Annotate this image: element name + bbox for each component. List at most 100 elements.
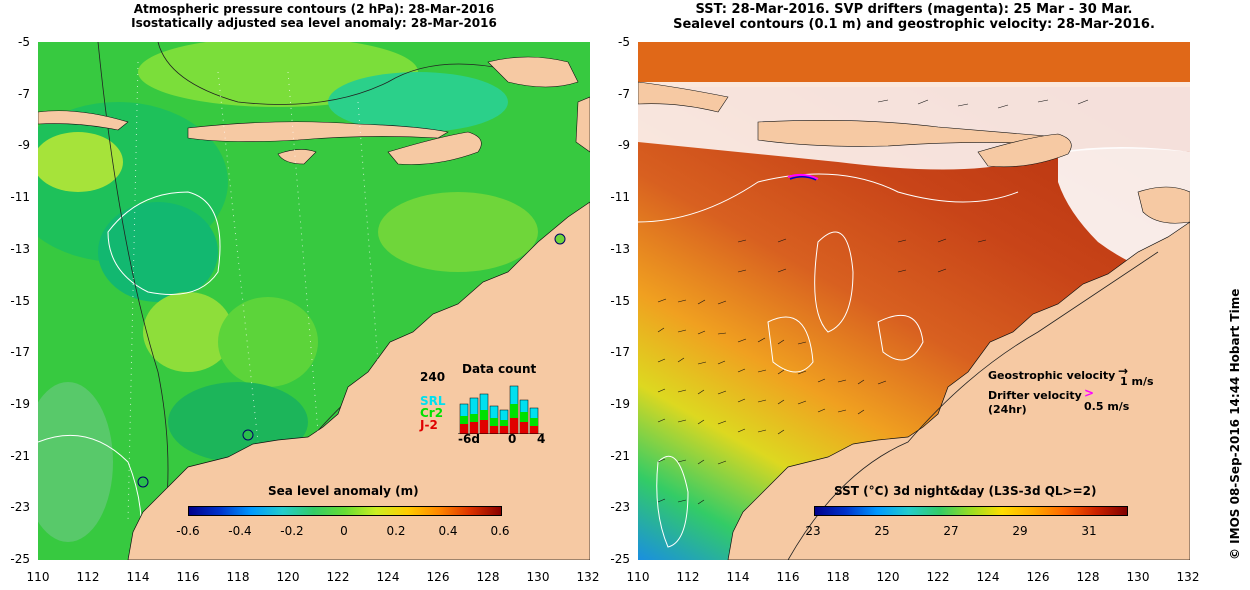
sla-blob: [378, 192, 538, 272]
island: [277, 149, 317, 165]
y-tick: -19: [10, 397, 30, 411]
sst-tick: 31: [1081, 524, 1097, 538]
geostrophic-arrows: [657, 99, 1089, 505]
sla-blob: [38, 382, 113, 542]
sst-tick: 23: [805, 524, 821, 538]
x-tick: 130: [1126, 570, 1150, 584]
tide-gauge-marker: [554, 233, 566, 245]
island: [1137, 186, 1190, 224]
sla-tick: 0: [340, 524, 348, 538]
drifter-velocity-label: Drifter velocity: [988, 389, 1082, 402]
x-tick: 110: [26, 570, 50, 584]
y-tick: -13: [610, 242, 630, 256]
sla-blob: [218, 297, 318, 387]
drifter-track: [787, 173, 819, 180]
y-tick: -25: [610, 552, 630, 566]
y-tick: -11: [610, 190, 630, 204]
left-title: Atmospheric pressure contours (2 hPa): 2…: [38, 2, 590, 30]
x-tick: 120: [276, 570, 300, 584]
credit-label: © IMOS 08-Sep-2016 14:44 Hobart Time: [1228, 288, 1242, 560]
sla-tick: 0.6: [490, 524, 510, 538]
drifter-velocity-sublabel: (24hr): [988, 403, 1027, 416]
y-tick: -23: [610, 500, 630, 514]
tide-gauge-marker: [242, 429, 254, 441]
sla-tick: -0.2: [280, 524, 304, 538]
y-tick: -21: [10, 449, 30, 463]
island: [187, 121, 449, 142]
y-tick: -15: [610, 294, 630, 308]
x-tick: 112: [76, 570, 100, 584]
sla-blob: [98, 202, 218, 302]
series-label-srl: SRL: [420, 394, 446, 408]
x-tick: 122: [326, 570, 350, 584]
sea-level-map-canvas: [38, 42, 590, 560]
sla-blob: [143, 292, 233, 372]
x-tick: 112: [676, 570, 700, 584]
x-tick: 132: [1176, 570, 1200, 584]
y-tick: -7: [618, 87, 630, 101]
sla-tick: 0.4: [438, 524, 458, 538]
x-tick: 116: [776, 570, 800, 584]
y-tick: -15: [10, 294, 30, 308]
sla-tick: -0.4: [228, 524, 252, 538]
sst-map-canvas: [638, 42, 1190, 560]
sst-colorbar-title: SST (°C) 3d night&day (L3S-3d QL>=2): [834, 484, 1097, 498]
x-tick: 114: [126, 570, 150, 584]
x-tick: 126: [426, 570, 450, 584]
left-title-line1: Atmospheric pressure contours (2 hPa): 2…: [133, 2, 495, 16]
tide-gauge-marker: [137, 476, 149, 488]
x-tick: 118: [226, 570, 250, 584]
y-tick: -5: [18, 35, 30, 49]
data-count-xlabel-zero: 0: [508, 432, 517, 446]
x-tick: 116: [176, 570, 200, 584]
sla-colorbar-title: Sea level anomaly (m): [268, 484, 419, 498]
y-tick: -9: [618, 138, 630, 152]
drifter-scale-label: 0.5 m/s: [1084, 400, 1130, 413]
island: [387, 131, 482, 165]
australia-landmass: [127, 201, 590, 560]
geostrophic-scale-label: 1 m/s: [1120, 375, 1154, 388]
geostrophic-velocity-label: Geostrophic velocity: [988, 369, 1116, 382]
sla-tick: -0.6: [176, 524, 200, 538]
australia-landmass: [727, 221, 1190, 560]
sst-tick: 29: [1012, 524, 1028, 538]
series-label-j2: J-2: [420, 418, 438, 432]
x-tick: 128: [476, 570, 500, 584]
sla-tick: 0.2: [386, 524, 406, 538]
x-tick: 126: [1026, 570, 1050, 584]
data-count-inset: Data count 240 SRL Cr2 J-2 -6d 0 4: [420, 362, 545, 447]
island: [575, 96, 590, 153]
right-title-line1: SST: 28-Mar-2016. SVP drifters (magenta)…: [695, 2, 1133, 17]
sea-level-map: Data count 240 SRL Cr2 J-2 -6d 0 4 Sea l…: [38, 42, 590, 560]
sst-tick: 25: [874, 524, 890, 538]
data-count-xlabel-start: -6d: [458, 432, 480, 446]
x-tick: 110: [626, 570, 650, 584]
x-tick: 124: [976, 570, 1000, 584]
y-tick: -13: [10, 242, 30, 256]
x-tick: 132: [576, 570, 600, 584]
island: [38, 110, 129, 131]
sst-tick: 27: [943, 524, 959, 538]
sla-blob: [38, 132, 123, 192]
sla-blob: [328, 72, 508, 132]
y-tick: -23: [10, 500, 30, 514]
sst-map: Geostrophic velocity → 1 m/s Drifter vel…: [638, 42, 1190, 560]
data-count-title: Data count: [462, 362, 537, 376]
sla-colorbar: [188, 506, 502, 516]
x-tick: 118: [826, 570, 850, 584]
x-tick: 128: [1076, 570, 1100, 584]
series-label-cr2: Cr2: [420, 406, 444, 420]
right-title: SST: 28-Mar-2016. SVP drifters (magenta)…: [638, 2, 1190, 32]
right-title-line2: Sealevel contours (0.1 m) and geostrophi…: [673, 17, 1155, 32]
x-tick: 120: [876, 570, 900, 584]
y-tick: -5: [618, 35, 630, 49]
y-tick: -19: [610, 397, 630, 411]
geostrophic-scale-arrow: →: [1118, 364, 1129, 378]
data-count-ymax: 240: [420, 370, 446, 384]
data-count-bars: [458, 385, 544, 434]
sst-colorbar: [814, 506, 1128, 516]
y-tick: -17: [610, 345, 630, 359]
x-tick: 114: [726, 570, 750, 584]
island: [487, 56, 579, 88]
drifter-scale-arrow: >: [1084, 386, 1095, 400]
